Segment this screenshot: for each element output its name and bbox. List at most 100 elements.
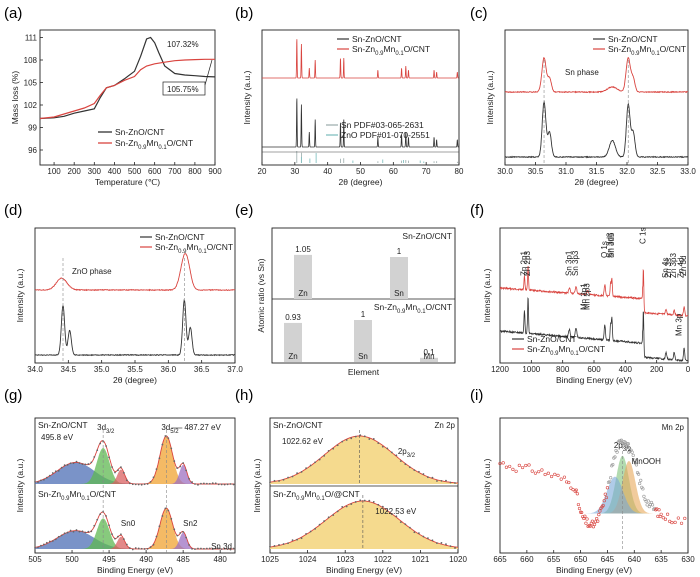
data-point-g (60, 534, 63, 537)
data-point-g (117, 469, 119, 472)
series-line-a-0 (39, 36, 216, 120)
data-point-i (576, 502, 581, 507)
annotation-h-region: Zn 2p (435, 421, 456, 430)
data-point-i (530, 469, 534, 473)
data-point-h (354, 435, 357, 438)
x-tick-label-h: 1024 (299, 555, 317, 564)
data-point-h (269, 545, 271, 548)
data-point-g (87, 530, 90, 533)
data-point-h (408, 526, 411, 529)
data-point-g (51, 540, 54, 542)
data-point-i (504, 465, 509, 469)
data-point-i (631, 453, 635, 457)
data-point-i (676, 516, 680, 520)
data-point-h (278, 480, 280, 482)
data-point-i (567, 480, 571, 485)
data-point-i (679, 521, 684, 525)
data-point-i (571, 488, 575, 492)
bar-category-label-e: Zn (288, 352, 297, 361)
data-point-g (75, 460, 78, 463)
data-point-h (404, 463, 407, 466)
x-tick-label-b: 20 (258, 167, 267, 176)
annotation-i-level: 2p3/2 (614, 441, 632, 453)
panel-label-e: (e) (235, 202, 253, 219)
x-axis-label-d: 2θ (degree) (113, 375, 157, 385)
data-point-h (359, 499, 362, 502)
x-axis-label-h: Binding Energy (eV) (326, 565, 402, 575)
data-point-g (191, 547, 193, 550)
x-tick-label-g: 495 (102, 555, 116, 564)
peak-label-f: Mn 3p (674, 313, 683, 336)
data-point-i (641, 487, 645, 491)
data-point-g (158, 525, 161, 528)
panel-label-d: (d) (4, 202, 22, 219)
data-point-g (200, 482, 202, 485)
plot-frame-g (34, 417, 236, 554)
xrd-pattern-b-0 (262, 39, 459, 79)
data-point-i (632, 458, 636, 462)
data-point-i (613, 455, 617, 459)
data-point-g (34, 546, 36, 549)
data-point-h (314, 461, 317, 464)
data-point-g (205, 482, 208, 485)
x-tick-label-d: 35.5 (127, 365, 143, 374)
fit-component-g (35, 530, 235, 549)
data-point-i (585, 517, 589, 521)
data-point-h (345, 439, 348, 441)
data-point-h (381, 505, 384, 508)
y-axis-label-a: Mass loss (%) (10, 71, 20, 125)
data-point-h (422, 473, 425, 475)
data-point-g (223, 483, 226, 486)
annotation-g-sn0: Sn0 (121, 519, 136, 528)
x-tick-label-a: 500 (128, 167, 142, 176)
data-point-g (155, 468, 158, 471)
data-point-g (81, 530, 84, 533)
data-point-g (93, 456, 96, 458)
annotation-h-energy: 1022.53 eV (375, 507, 417, 516)
data-point-h (386, 510, 389, 513)
y-axis-label-b: Intensity (a.u.) (242, 70, 252, 124)
data-point-g (122, 471, 125, 474)
x-tick-label-h: 1022 (374, 555, 392, 564)
data-point-g (128, 547, 131, 549)
data-point-h (269, 481, 271, 484)
peak-label-f: Sn 3d3 (606, 232, 615, 258)
data-point-g (37, 546, 39, 549)
x-tick-label-c: 31.0 (558, 167, 574, 176)
panel-label-a: (a) (4, 5, 22, 22)
x-tick-label-i: 655 (547, 555, 561, 564)
data-point-g (211, 482, 214, 485)
bar-value-label-e: 1 (397, 247, 402, 256)
data-point-i (588, 524, 592, 528)
data-point-i (498, 461, 502, 466)
group-label-e-top: Sn-ZnO/CNT (402, 231, 452, 241)
data-point-i (644, 499, 648, 503)
data-point-g (140, 483, 143, 486)
data-point-g (167, 437, 170, 440)
x-tick-label-c: 33.0 (680, 167, 696, 176)
annotation-g: 3d3/2 (97, 423, 115, 435)
data-point-h (300, 537, 303, 540)
data-point-i (603, 492, 607, 496)
data-point-g (90, 461, 93, 464)
data-point-h (427, 476, 429, 479)
y-axis-label-e: Atomic ratio (vs Sn) (256, 258, 266, 332)
data-point-i (553, 472, 557, 476)
x-axis-label-c: 2θ (degree) (575, 177, 619, 187)
x-tick-label-g: 490 (139, 555, 153, 564)
bar-e-bottom (354, 320, 372, 362)
data-point-h (314, 527, 317, 530)
peak-label-f: Sn 3p1 (564, 250, 573, 276)
data-point-g (99, 442, 102, 445)
data-point-h (390, 451, 393, 454)
data-point-i (657, 508, 661, 512)
data-point-i (607, 480, 612, 484)
data-point-h (318, 458, 321, 461)
data-point-h (372, 438, 375, 440)
x-axis-label-b: 2θ (degree) (339, 177, 383, 187)
data-point-i (602, 499, 606, 503)
data-point-g (232, 483, 235, 486)
data-point-i (549, 474, 554, 479)
bar-value-label-e: 1.05 (295, 245, 311, 254)
